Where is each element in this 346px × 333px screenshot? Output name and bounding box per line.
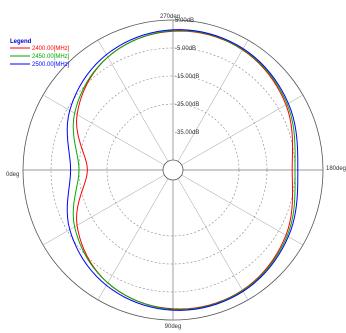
series-line-3: [66, 29, 299, 311]
ring-label-5: -35.00dB: [175, 130, 199, 136]
legend-entry-2: 2450.00[MHz]: [32, 54, 70, 60]
polar-grid: [22, 19, 324, 321]
legend: Legend 2400.00[MHz] 2450.00[MHz] 2500.00[M…: [10, 39, 70, 68]
ring-label-1: 5.00dB: [175, 18, 194, 24]
ring-label-3: -15.00dB: [175, 74, 199, 80]
spoke-150: [181, 174, 304, 246]
spoke-330: [42, 94, 165, 166]
spoke-240: [177, 39, 249, 162]
ring-label-2: -5.00dB: [175, 46, 196, 52]
angle-label-left: 0deg: [6, 172, 19, 178]
ring-label-4: -25.00dB: [175, 102, 199, 108]
spoke-60: [97, 178, 169, 301]
angle-label-top: 270deg: [160, 14, 180, 20]
angle-label-right: 180deg: [326, 166, 346, 172]
series-layer: [66, 29, 299, 311]
series-line-2: [72, 29, 296, 311]
spoke-210: [181, 94, 304, 166]
legend-entry-3: 2500.00[MHz]: [32, 62, 70, 68]
label-layer: 270deg 180deg 90deg 0deg 5.00dB -5.00dB -1…: [6, 14, 346, 330]
legend-entry-1: 2400.00[MHz]: [32, 46, 70, 52]
legend-title: Legend: [10, 39, 32, 45]
angle-label-bottom: 90deg: [165, 324, 182, 330]
spoke-30: [42, 174, 165, 246]
spoke-300: [97, 39, 169, 162]
center-circle: [162, 159, 184, 181]
spoke-120: [177, 178, 249, 301]
